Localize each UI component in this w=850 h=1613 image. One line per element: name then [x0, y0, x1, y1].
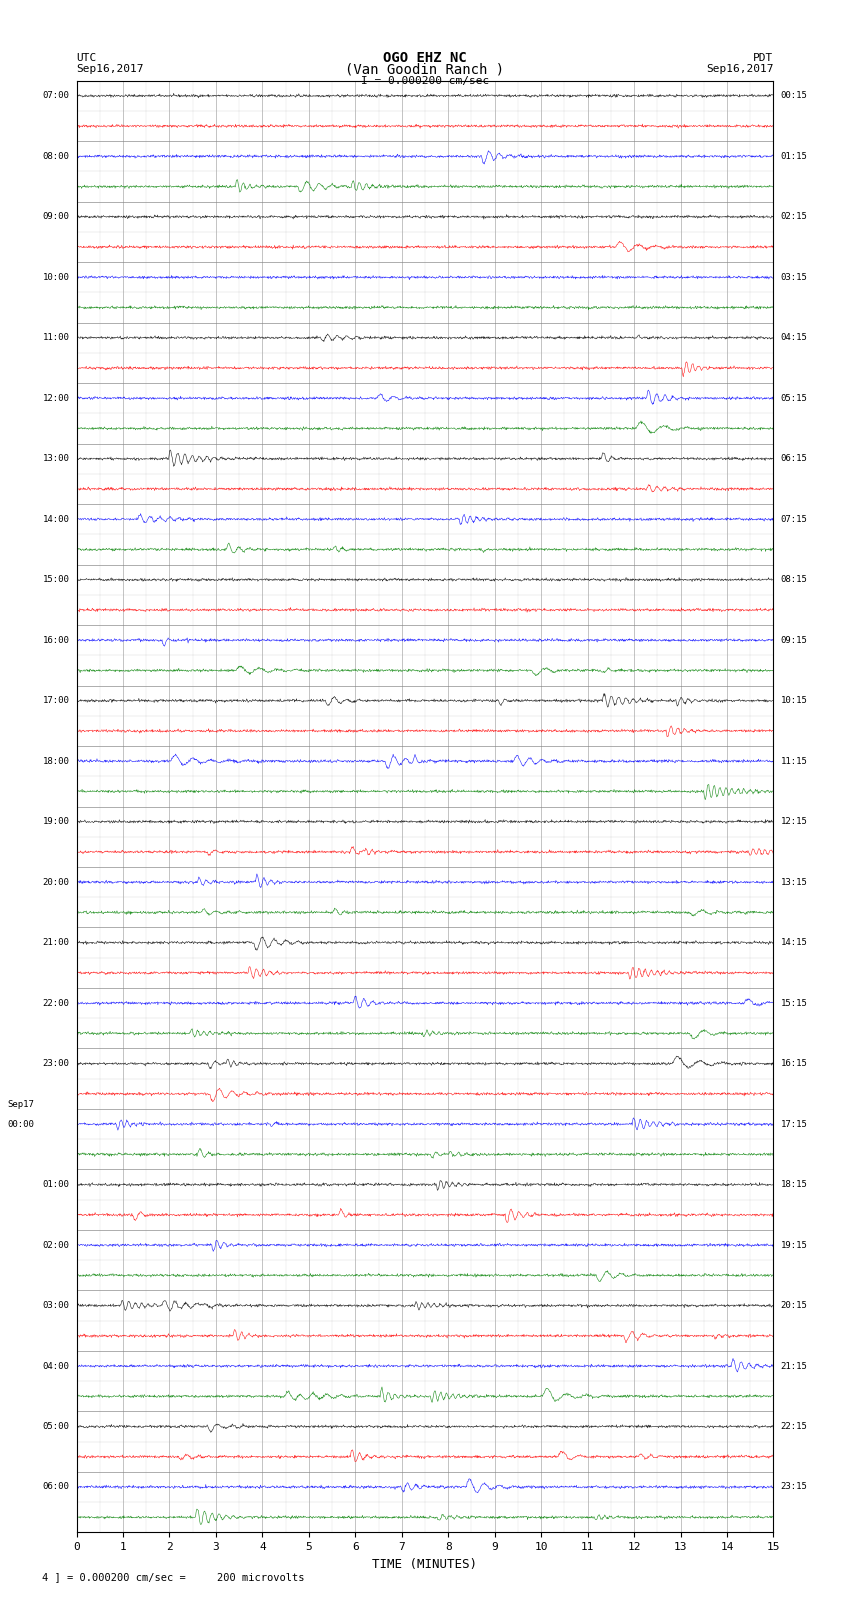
Text: 14:00: 14:00 [42, 515, 70, 524]
Text: 17:00: 17:00 [42, 697, 70, 705]
Text: 21:00: 21:00 [42, 939, 70, 947]
Text: 05:00: 05:00 [42, 1423, 70, 1431]
Text: 09:00: 09:00 [42, 213, 70, 221]
Text: 10:15: 10:15 [780, 697, 808, 705]
Text: UTC: UTC [76, 53, 97, 63]
Text: 03:00: 03:00 [42, 1302, 70, 1310]
Text: 11:15: 11:15 [780, 756, 808, 766]
Text: 15:00: 15:00 [42, 576, 70, 584]
Text: 19:15: 19:15 [780, 1240, 808, 1250]
Text: 19:00: 19:00 [42, 818, 70, 826]
Text: 15:15: 15:15 [780, 998, 808, 1008]
Text: 21:15: 21:15 [780, 1361, 808, 1371]
Text: 09:15: 09:15 [780, 636, 808, 645]
X-axis label: TIME (MINUTES): TIME (MINUTES) [372, 1558, 478, 1571]
Text: 07:15: 07:15 [780, 515, 808, 524]
Text: 13:15: 13:15 [780, 877, 808, 887]
Text: 03:15: 03:15 [780, 273, 808, 282]
Text: 16:15: 16:15 [780, 1060, 808, 1068]
Text: 05:15: 05:15 [780, 394, 808, 403]
Text: I = 0.000200 cm/sec: I = 0.000200 cm/sec [361, 76, 489, 85]
Text: 13:00: 13:00 [42, 455, 70, 463]
Text: 04:15: 04:15 [780, 334, 808, 342]
Text: 14:15: 14:15 [780, 939, 808, 947]
Text: 01:00: 01:00 [42, 1181, 70, 1189]
Text: 06:00: 06:00 [42, 1482, 70, 1492]
Text: (Van Goodin Ranch ): (Van Goodin Ranch ) [345, 63, 505, 76]
Text: 23:00: 23:00 [42, 1060, 70, 1068]
Text: 02:15: 02:15 [780, 213, 808, 221]
Text: 02:00: 02:00 [42, 1240, 70, 1250]
Text: 11:00: 11:00 [42, 334, 70, 342]
Text: 04:00: 04:00 [42, 1361, 70, 1371]
Text: 22:00: 22:00 [42, 998, 70, 1008]
Text: 01:15: 01:15 [780, 152, 808, 161]
Text: Sep16,2017: Sep16,2017 [706, 65, 774, 74]
Text: 20:00: 20:00 [42, 877, 70, 887]
Text: 18:15: 18:15 [780, 1181, 808, 1189]
Text: 20:15: 20:15 [780, 1302, 808, 1310]
Text: 08:00: 08:00 [42, 152, 70, 161]
Text: 17:15: 17:15 [780, 1119, 808, 1129]
Text: 12:15: 12:15 [780, 818, 808, 826]
Text: 23:15: 23:15 [780, 1482, 808, 1492]
Text: Sep17: Sep17 [8, 1100, 35, 1110]
Text: 4 ] = 0.000200 cm/sec =     200 microvolts: 4 ] = 0.000200 cm/sec = 200 microvolts [42, 1573, 305, 1582]
Text: 18:00: 18:00 [42, 756, 70, 766]
Text: 22:15: 22:15 [780, 1423, 808, 1431]
Text: Sep16,2017: Sep16,2017 [76, 65, 144, 74]
Text: 10:00: 10:00 [42, 273, 70, 282]
Text: 06:15: 06:15 [780, 455, 808, 463]
Text: PDT: PDT [753, 53, 774, 63]
Text: 07:00: 07:00 [42, 92, 70, 100]
Text: 00:15: 00:15 [780, 92, 808, 100]
Text: OGO EHZ NC: OGO EHZ NC [383, 52, 467, 65]
Text: 00:00: 00:00 [8, 1119, 35, 1129]
Text: 12:00: 12:00 [42, 394, 70, 403]
Text: 16:00: 16:00 [42, 636, 70, 645]
Text: 08:15: 08:15 [780, 576, 808, 584]
